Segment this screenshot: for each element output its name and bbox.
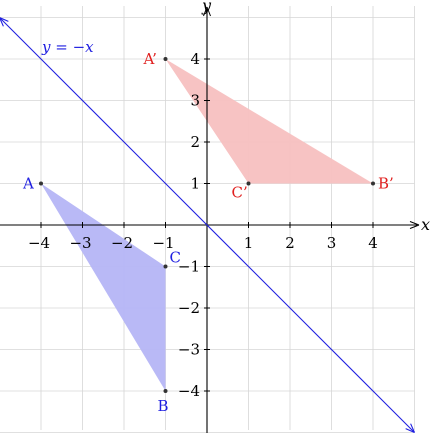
image-triangle <box>165 59 373 184</box>
vertex-label-A-prime: A’ <box>143 50 157 68</box>
x-tick-label: −1 <box>152 234 174 252</box>
y-axis-label: y <box>201 0 212 15</box>
y-axis-arrowhead <box>203 6 211 17</box>
original-triangle <box>41 183 166 391</box>
vertex-dot-A <box>39 181 43 186</box>
y-tick-label: 3 <box>190 92 200 110</box>
y-tick-label: 4 <box>190 50 200 68</box>
y-tick-label: 1 <box>190 175 200 193</box>
reflection-line-arrowhead-start <box>0 17 9 27</box>
y-tick-label: −3 <box>178 341 200 359</box>
x-tick-label: 1 <box>244 234 254 252</box>
vertex-label-A: A <box>22 175 34 193</box>
y-tick-label: 2 <box>190 133 200 151</box>
triangle-fills <box>41 59 373 391</box>
y-tick-label: −2 <box>178 299 200 317</box>
x-tick-label: −3 <box>69 234 91 252</box>
y-tick-label: −4 <box>178 382 200 400</box>
vertex-dot-B-prime <box>371 181 375 186</box>
x-axis-arrowhead <box>409 221 420 229</box>
vertex-label-B-prime: B’ <box>378 175 394 193</box>
x-tick-label: 2 <box>285 234 295 252</box>
vertex-dot-C-prime <box>246 181 251 186</box>
vertex-dot-A-prime <box>163 57 168 61</box>
tick-labels: −4 −3 −2 −1 1 2 3 4 4 3 2 1 −1 −2 −3 −4 <box>28 50 378 400</box>
vertex-label-B: B <box>158 397 169 415</box>
vertex-label-C-prime: C’ <box>232 184 248 202</box>
x-axis-label: x <box>421 215 430 234</box>
x-tick-label: 3 <box>327 234 337 252</box>
reflection-line-arrowhead-end <box>405 423 416 434</box>
x-tick-label: 4 <box>368 234 378 252</box>
vertex-dot-B <box>163 389 168 393</box>
reflection-line-label: y = −x <box>41 38 94 56</box>
reflection-line <box>0 17 415 433</box>
vertex-dot-C <box>163 264 168 269</box>
vertex-points: A B C A’ B’ C’ <box>22 50 394 415</box>
y-tick-label: −1 <box>178 258 200 276</box>
vertex-label-C: C <box>170 249 181 267</box>
x-tick-label: −2 <box>111 234 133 252</box>
x-tick-label: −4 <box>28 234 50 252</box>
reflection-line-group: y = −x <box>0 17 416 434</box>
